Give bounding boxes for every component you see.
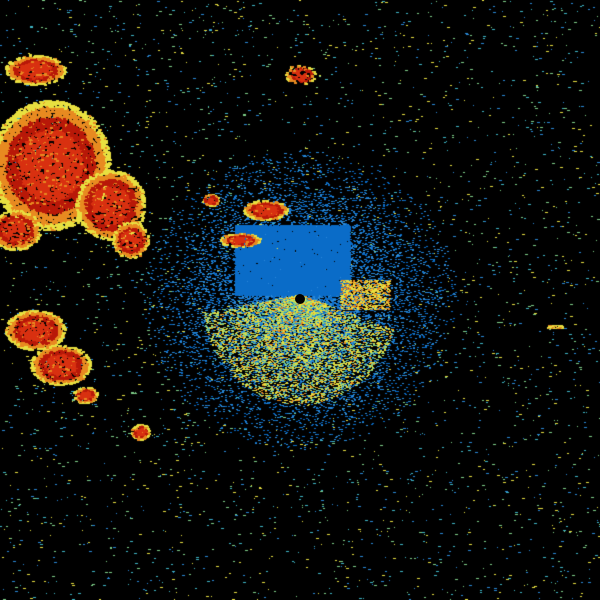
radar-site-marker [295,294,305,304]
